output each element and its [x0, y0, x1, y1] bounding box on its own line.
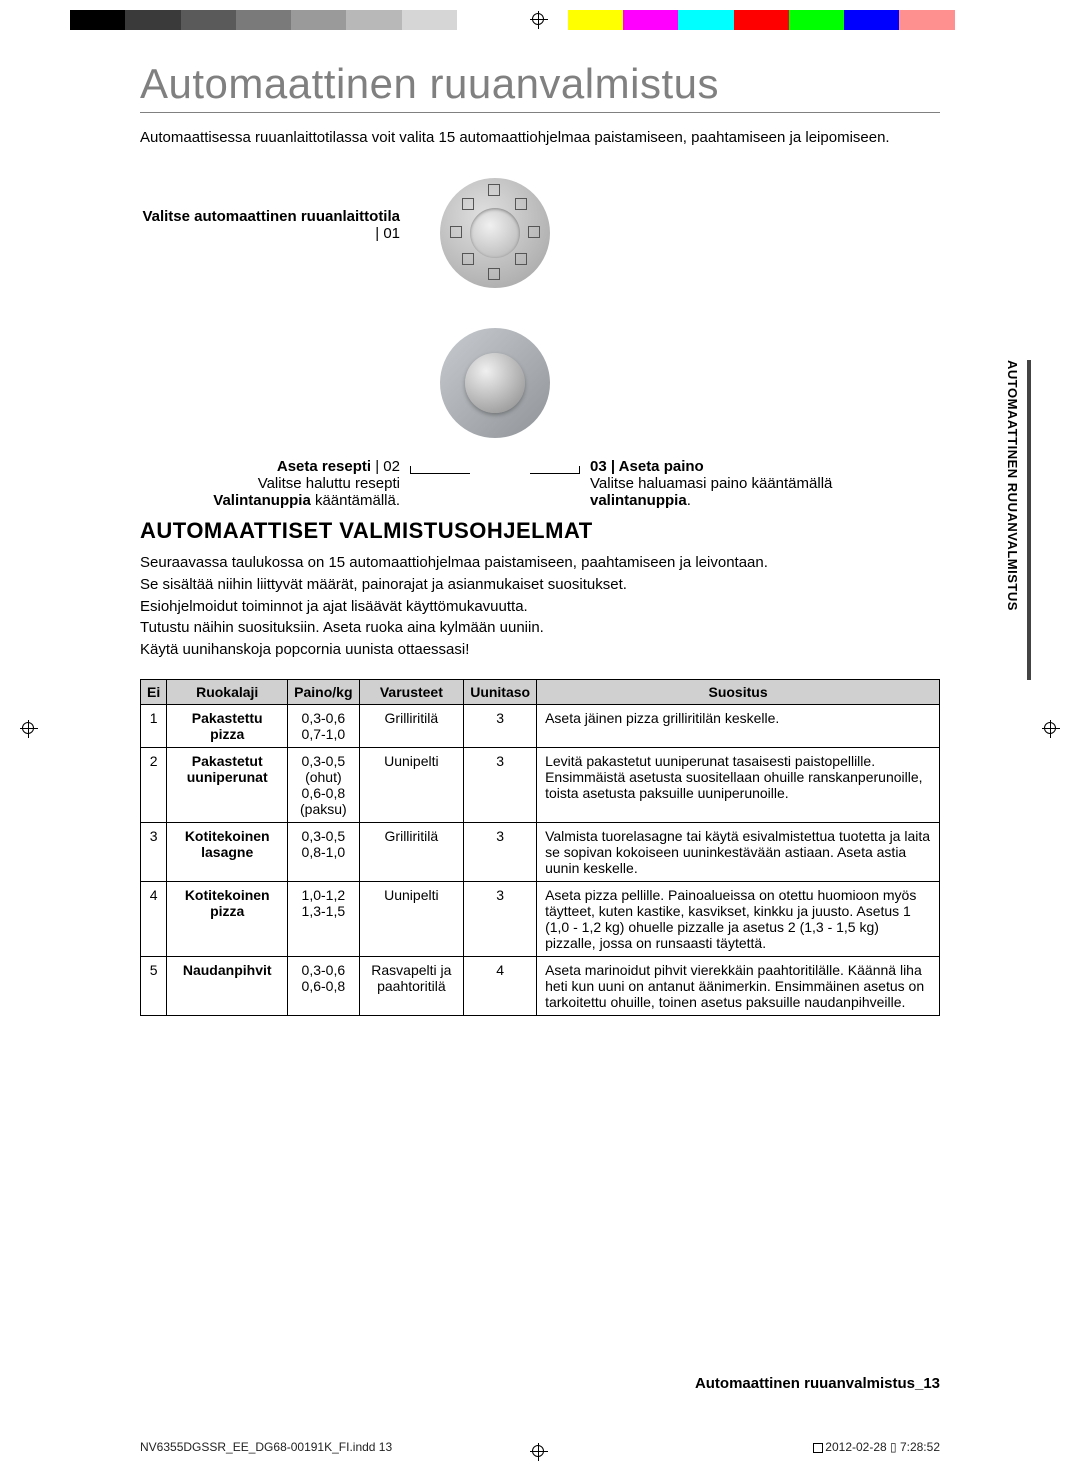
- table-cell: Uunipelti: [359, 747, 464, 822]
- table-cell: 3: [464, 704, 537, 747]
- selector-dial-icon: [440, 328, 550, 438]
- note-line: Seuraavassa taulukossa on 15 automaattio…: [140, 552, 940, 574]
- table-cell: 0,3-0,60,6-0,8: [288, 956, 359, 1015]
- registration-mark-left: [20, 720, 38, 738]
- step2-label: Aseta resepti | 02 Valitse haluttu resep…: [120, 458, 400, 509]
- table-row: 5Naudanpihvit0,3-0,60,6-0,8Rasvapelti ja…: [141, 956, 940, 1015]
- table-cell: 4: [141, 881, 167, 956]
- table-row: 4Kotitekoinen pizza1,0-1,21,3-1,5Uunipel…: [141, 881, 940, 956]
- table-cell: 0,3-0,5(ohut)0,6-0,8(paksu): [288, 747, 359, 822]
- doc-timestamp: 2012-02-28 ▯ 7:28:52: [813, 1440, 940, 1454]
- table-cell: Levitä pakastetut uuniperunat tasaisesti…: [537, 747, 940, 822]
- table-cell: 3: [464, 747, 537, 822]
- table-header: Uunitaso: [464, 679, 537, 704]
- table-cell: 0,3-0,50,8-1,0: [288, 822, 359, 881]
- mode-dial-icon: [440, 178, 550, 288]
- table-row: 2Pakastetut uuniperunat0,3-0,5(ohut)0,6-…: [141, 747, 940, 822]
- programs-table: EiRuokalajiPaino/kgVarusteetUunitasoSuos…: [140, 679, 940, 1016]
- table-cell: 3: [464, 881, 537, 956]
- table-cell: Aseta pizza pellille. Painoalueissa on o…: [537, 881, 940, 956]
- step1-label: Valitse automaattinen ruuanlaittotila | …: [140, 208, 400, 242]
- intro-text: Automaattisessa ruuanlaittotilassa voit …: [140, 127, 940, 148]
- table-cell: Grilliritilä: [359, 822, 464, 881]
- page-footer: Automaattinen ruuanvalmistus_13: [695, 1375, 940, 1392]
- section-notes: Seuraavassa taulukossa on 15 automaattio…: [140, 552, 940, 661]
- note-line: Se sisältää niihin liittyvät määrät, pai…: [140, 574, 940, 596]
- connector-line-left: [410, 466, 470, 474]
- table-cell: 2: [141, 747, 167, 822]
- table-header: Paino/kg: [288, 679, 359, 704]
- table-cell: Uunipelti: [359, 881, 464, 956]
- side-tab-label: AUTOMAATTINEN RUUANVALMISTUS: [1005, 360, 1020, 611]
- table-cell: Pakastettu pizza: [167, 704, 288, 747]
- connector-line-right: [530, 466, 580, 474]
- section-heading: AUTOMAATTISET VALMISTUSOHJELMAT: [140, 518, 940, 544]
- page-title: Automaattinen ruuanvalmistus: [140, 60, 940, 113]
- document-footer: NV6355DGSSR_EE_DG68-00191K_FI.indd 13 20…: [140, 1440, 940, 1454]
- table-cell: 5: [141, 956, 167, 1015]
- registration-mark-top: [530, 11, 548, 29]
- table-header: Suositus: [537, 679, 940, 704]
- table-cell: Aseta jäinen pizza grilliritilän keskell…: [537, 704, 940, 747]
- table-cell: 4: [464, 956, 537, 1015]
- registration-mark-right: [1042, 720, 1060, 738]
- table-header: Varusteet: [359, 679, 464, 704]
- table-cell: 1: [141, 704, 167, 747]
- step3-label: 03 | Aseta paino Valitse haluamasi paino…: [590, 458, 850, 509]
- table-cell: 3: [464, 822, 537, 881]
- table-cell: Rasvapelti ja paahtoritilä: [359, 956, 464, 1015]
- table-cell: 0,3-0,60,7-1,0: [288, 704, 359, 747]
- table-cell: Pakastetut uuniperunat: [167, 747, 288, 822]
- note-line: Tutustu näihin suosituksiin. Aseta ruoka…: [140, 617, 940, 639]
- table-cell: Naudanpihvit: [167, 956, 288, 1015]
- page-content: Automaattinen ruuanvalmistus Automaattis…: [140, 60, 940, 1016]
- table-cell: 1,0-1,21,3-1,5: [288, 881, 359, 956]
- table-cell: Aseta marinoidut pihvit vierekkäin paaht…: [537, 956, 940, 1015]
- table-cell: 3: [141, 822, 167, 881]
- table-cell: Grilliritilä: [359, 704, 464, 747]
- table-header: Ei: [141, 679, 167, 704]
- table-header: Ruokalaji: [167, 679, 288, 704]
- table-row: 3Kotitekoinen lasagne0,3-0,50,8-1,0Grill…: [141, 822, 940, 881]
- doc-filename: NV6355DGSSR_EE_DG68-00191K_FI.indd 13: [140, 1440, 392, 1454]
- table-cell: Valmista tuorelasagne tai käytä esivalmi…: [537, 822, 940, 881]
- table-cell: Kotitekoinen lasagne: [167, 822, 288, 881]
- note-line: Esiohjelmoidut toiminnot ja ajat lisäävä…: [140, 596, 940, 618]
- table-cell: Kotitekoinen pizza: [167, 881, 288, 956]
- note-line: Käytä uunihanskoja popcornia uunista ott…: [140, 639, 940, 661]
- dial-diagram: Valitse automaattinen ruuanlaittotila | …: [140, 178, 940, 498]
- table-row: 1Pakastettu pizza0,3-0,60,7-1,0Grillirit…: [141, 704, 940, 747]
- side-tab: AUTOMAATTINEN RUUANVALMISTUS: [1005, 360, 1025, 680]
